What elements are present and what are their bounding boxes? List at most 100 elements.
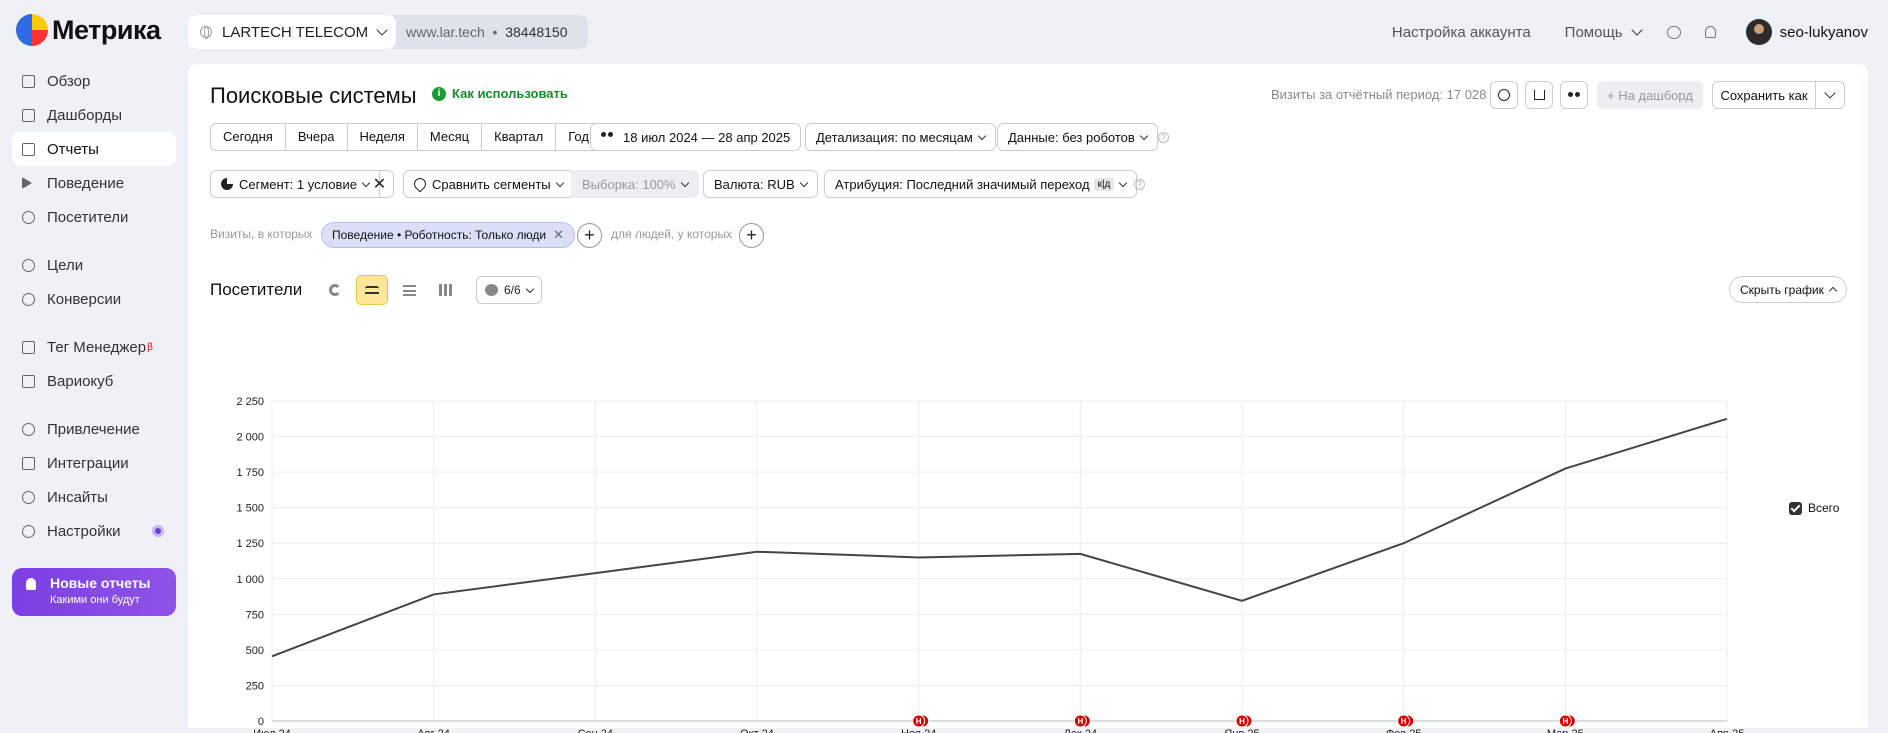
hide-chart-label: Скрыть график [1740, 282, 1824, 297]
sidebar-item-variocube[interactable]: Вариокуб [12, 364, 176, 398]
top-bar: Метрика LARTECH TELECOM www.lar.tech • 3… [0, 0, 1888, 64]
x-tick-label: Авг 24 [417, 728, 449, 733]
more-button[interactable] [1560, 81, 1588, 109]
bar-chart-view-button[interactable] [429, 275, 461, 305]
sidebar-item-tag-manager[interactable]: Тег Менеджер β [12, 330, 176, 364]
play-icon [22, 177, 32, 189]
new-reports-promo[interactable]: Новые отчеты Какими они будут [12, 568, 176, 616]
chat-icon[interactable] [1666, 25, 1681, 39]
sidebar-item-behavior[interactable]: Поведение [12, 166, 176, 200]
to-dashboard-button[interactable]: + На дашборд [1597, 81, 1703, 109]
y-tick-label: 2 000 [236, 432, 264, 444]
calendar-icon [601, 132, 613, 142]
sidebar-item-dashboards[interactable]: Дашборды [12, 98, 176, 132]
legend-series-name: Всего [1808, 501, 1840, 515]
help-icon[interactable]: ? [1158, 132, 1169, 143]
sidebar-item-visitors[interactable]: Посетители [12, 200, 176, 234]
line-chart: 0 250 500 750 1 000 1 250 1 500 1 750 2 000 2 250… [236, 396, 1745, 733]
annotation-marker [1235, 714, 1249, 728]
x-tick-label: Фев 25 [1386, 728, 1422, 733]
hide-chart-button[interactable]: Скрыть график [1729, 276, 1847, 303]
chart-legend[interactable]: Всего [1789, 501, 1839, 515]
data-mode-dropdown[interactable]: Данные: без роботов [997, 123, 1158, 151]
chevron-down-icon [680, 178, 689, 187]
detail-label: Детализация: по месяцам [816, 129, 973, 145]
period-quarter[interactable]: Квартал [482, 124, 557, 150]
annotation-label: Н [1562, 717, 1568, 726]
chevron-down-icon [799, 178, 808, 187]
clear-segment-button[interactable]: ✕ [366, 170, 394, 198]
sidebar-item-goals[interactable]: Цели [12, 248, 176, 282]
counter-name-button[interactable]: LARTECH TELECOM [188, 15, 397, 49]
sidebar-item-label: Дашборды [47, 106, 122, 124]
bell-icon[interactable] [1704, 26, 1716, 38]
sidebar-item-overview[interactable]: Обзор [12, 64, 176, 98]
history-button[interactable] [1490, 81, 1518, 109]
period-yesterday[interactable]: Вчера [286, 124, 348, 150]
sidebar-item-label: Конверсии [47, 290, 122, 308]
save-as-dropdown[interactable] [1815, 81, 1845, 109]
target-icon [22, 258, 35, 272]
annotation-label: Н [916, 717, 922, 726]
sidebar-item-label: Вариокуб [47, 372, 114, 390]
how-to-use-label: Как использовать [452, 86, 568, 101]
period-week[interactable]: Неделя [348, 124, 418, 150]
period-selector: Сегодня Вчера Неделя Месяц Квартал Год [210, 123, 602, 151]
filter-chip[interactable]: Поведение • Роботность: Только люди ✕ [321, 222, 575, 248]
sidebar-item-integrations[interactable]: Интеграции [12, 446, 176, 480]
counter-selector[interactable]: LARTECH TELECOM www.lar.tech • 38448150 [188, 15, 588, 49]
attribution-dropdown[interactable]: Атрибуция: Последний значимый переход к|… [824, 170, 1138, 198]
avatar[interactable] [1745, 19, 1772, 45]
help-icon[interactable]: ? [1134, 179, 1145, 190]
tag-manager-icon [22, 340, 35, 354]
period-today[interactable]: Сегодня [211, 124, 286, 150]
annotation-label: Н [1401, 717, 1407, 726]
x-tick-label: Апр 25 [1710, 728, 1745, 733]
sidebar-item-conversions[interactable]: Конверсии [12, 282, 176, 316]
how-to-use-link[interactable]: i Как использовать [432, 86, 568, 101]
percent-icon [22, 292, 35, 306]
currency-dropdown[interactable]: Валюта: RUB [703, 170, 818, 198]
sidebar-item-label: Посетители [47, 208, 129, 226]
sample-dropdown[interactable]: Выборка: 100% [571, 170, 699, 198]
compare-segments-dropdown[interactable]: Сравнить сегменты [403, 170, 574, 198]
sidebar-item-acquisition[interactable]: Привлечение [12, 412, 176, 446]
period-month[interactable]: Месяц [418, 124, 483, 150]
lightbulb-icon [26, 578, 36, 590]
integrations-icon [22, 456, 35, 470]
chevron-down-icon [555, 178, 564, 187]
line-chart-view-button[interactable] [356, 275, 388, 305]
period-year[interactable]: Год [568, 129, 589, 144]
pie-chart-view-button[interactable] [319, 275, 351, 305]
reports-icon [22, 142, 35, 156]
promo-title: Новые отчеты [50, 575, 151, 591]
settings-icon [22, 524, 35, 538]
segment-dropdown[interactable]: Сегмент: 1 условие [210, 170, 380, 198]
save-as-button[interactable]: Сохранить как [1712, 81, 1816, 109]
account-settings-link[interactable]: Настройка аккаунта [1391, 23, 1531, 41]
chart-title: Посетители [210, 280, 303, 299]
sidebar-item-reports[interactable]: Отчеты [12, 132, 176, 166]
sample-label: Выборка: 100% [582, 176, 676, 192]
export-button[interactable] [1525, 81, 1553, 109]
username[interactable]: seo-lukyanov [1779, 23, 1868, 41]
area-chart-view-button[interactable] [393, 275, 425, 305]
series-count-dropdown[interactable]: 6/6 [476, 276, 542, 304]
metrika-logo-icon [16, 14, 48, 46]
report-card: Поисковые системы i Как использовать Виз… [188, 64, 1868, 733]
chevron-down-icon [1139, 131, 1149, 140]
metrika-logo[interactable]: Метрика [16, 14, 161, 46]
add-people-filter-button[interactable]: + [739, 223, 764, 248]
detail-dropdown[interactable]: Детализация: по месяцам [805, 123, 996, 151]
x-tick-label: Сен 24 [578, 728, 613, 733]
legend-checkbox[interactable] [1789, 501, 1802, 515]
close-icon[interactable]: ✕ [553, 227, 564, 242]
filter-chip-label: Поведение • Роботность: Только люди [332, 228, 547, 242]
help-menu[interactable]: Помощь [1565, 24, 1643, 41]
attribution-badge: к|д [1093, 177, 1115, 191]
sidebar-item-settings[interactable]: Настройки [12, 514, 176, 548]
date-range-picker[interactable]: 18 июл 2024 — 28 апр 2025 [590, 123, 802, 151]
sidebar-item-insights[interactable]: Инсайты [12, 480, 176, 514]
add-visit-filter-button[interactable]: + [577, 223, 602, 248]
globe-icon [200, 26, 212, 39]
